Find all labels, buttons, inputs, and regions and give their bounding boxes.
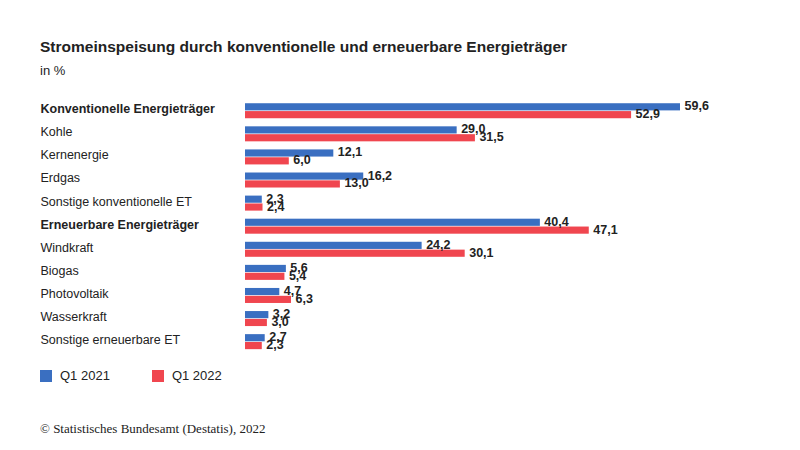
svg-text:40,4: 40,4: [544, 215, 568, 229]
svg-text:5,4: 5,4: [289, 269, 306, 283]
svg-text:Photovoltaik: Photovoltaik: [41, 287, 110, 301]
svg-text:47,1: 47,1: [593, 223, 617, 237]
svg-text:13,0: 13,0: [344, 176, 368, 190]
svg-text:6,3: 6,3: [295, 292, 312, 306]
svg-text:2,4: 2,4: [267, 200, 284, 214]
html-text:Q1 2022: Q1 2022: [171, 368, 222, 383]
svg-text:Sonstige erneuerbare ET: Sonstige erneuerbare ET: [41, 333, 181, 347]
svg-text:6,0: 6,0: [293, 153, 310, 167]
svg-text:2,3: 2,3: [266, 338, 283, 352]
svg-text:59,6: 59,6: [685, 99, 709, 113]
html-text:© Statistisches Bundesamt (Des: © Statistisches Bundesamt (Destatis), 20…: [40, 421, 266, 436]
svg-text:Windkraft: Windkraft: [41, 241, 94, 255]
svg-text:16,2: 16,2: [368, 169, 392, 183]
svg-text:31,5: 31,5: [479, 130, 503, 144]
svg-text:4,7: 4,7: [283, 284, 302, 298]
svg-text:Biogas: Biogas: [41, 264, 79, 278]
html-text:Q1 2021: Q1 2021: [60, 368, 110, 383]
svg-text:Kernenergie: Kernenergie: [41, 148, 109, 162]
svg-text:Erneuerbare Energieträger: Erneuerbare Energieträger: [41, 218, 200, 232]
svg-text:Wasserkraft: Wasserkraft: [41, 310, 108, 324]
svg-text:Sonstige konventionelle ET: Sonstige konventionelle ET: [41, 195, 193, 209]
svg-text:12,1: 12,1: [338, 145, 362, 159]
svg-text:Kohle: Kohle: [41, 125, 73, 139]
svg-text:3,0: 3,0: [271, 315, 288, 329]
svg-text:29,0: 29,0: [461, 122, 486, 137]
svg-text:30,1: 30,1: [469, 246, 493, 260]
html-text:in %: in %: [40, 63, 66, 78]
svg-text:52,9: 52,9: [636, 107, 660, 121]
svg-text:24,2: 24,2: [426, 238, 450, 252]
svg-text:Konventionelle Energieträger: Konventionelle Energieträger: [41, 102, 215, 116]
html-text:Stromeinspeisung durch konvent: Stromeinspeisung durch konventionelle un…: [40, 38, 568, 55]
svg-text:Erdgas: Erdgas: [41, 171, 81, 185]
